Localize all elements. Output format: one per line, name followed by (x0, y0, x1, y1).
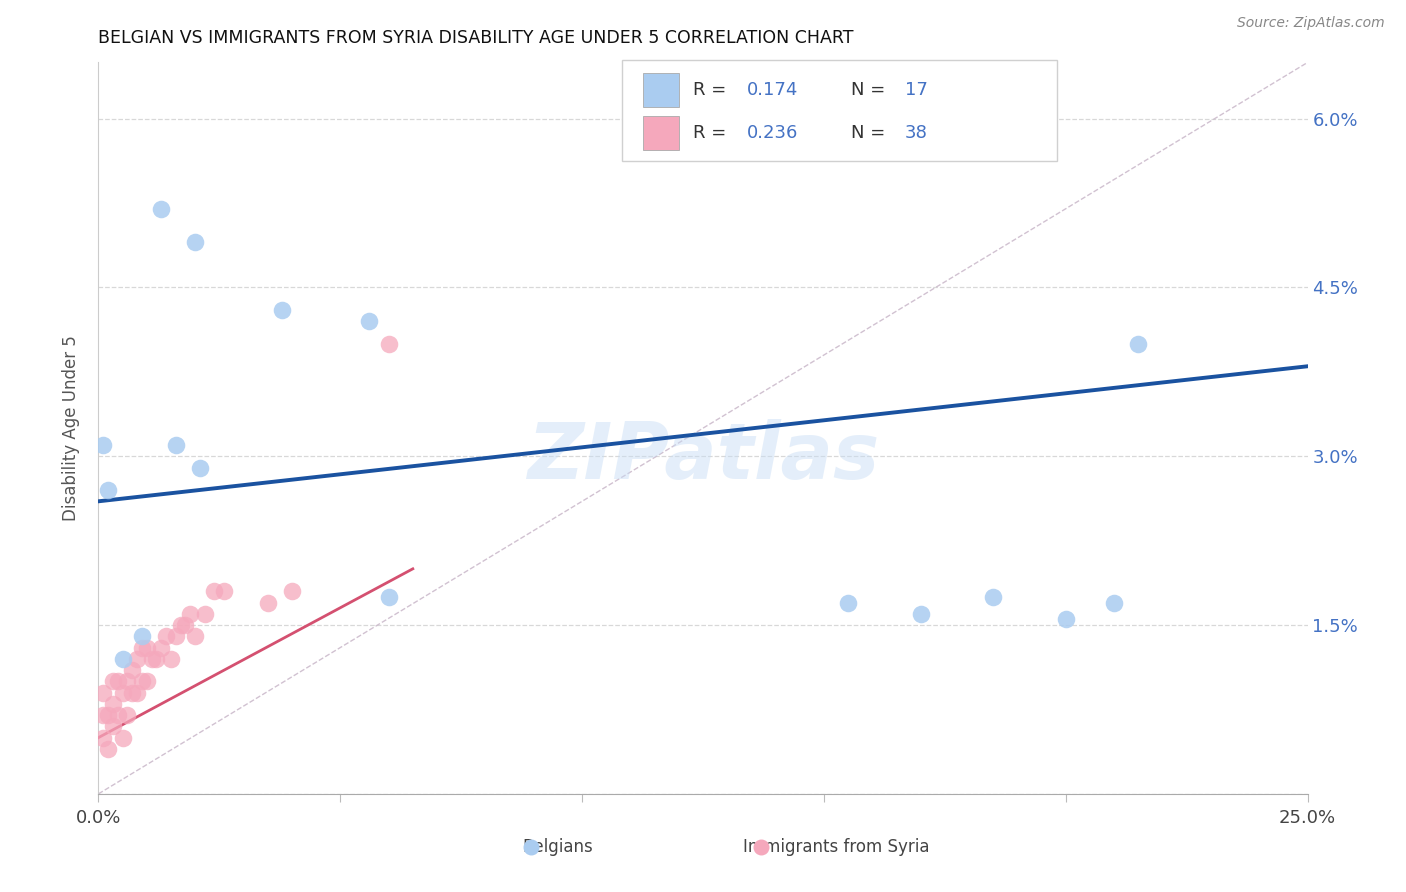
Text: N =: N = (851, 124, 890, 142)
Point (91, 731, 114, 745)
Point (141, 652, 163, 666)
Text: Belgians: Belgians (523, 838, 593, 855)
Text: 17: 17 (905, 81, 928, 99)
Point (117, 708, 139, 723)
Point (91, 708, 114, 723)
Point (111, 652, 134, 666)
Point (155, 629, 177, 643)
Point (97, 708, 120, 723)
Point (91, 685, 114, 699)
Point (111, 731, 134, 745)
Point (150, 202, 173, 216)
Point (377, 590, 399, 604)
FancyBboxPatch shape (643, 73, 679, 107)
Point (135, 674, 157, 689)
Point (131, 640, 153, 655)
Point (107, 674, 129, 689)
Point (117, 674, 139, 689)
Point (194, 607, 217, 621)
Point (97, 483, 120, 497)
Point (150, 640, 173, 655)
Text: ZIPatlas: ZIPatlas (527, 419, 879, 495)
Text: R =: R = (693, 124, 733, 142)
Point (145, 652, 167, 666)
Text: Immigrants from Syria: Immigrants from Syria (742, 838, 929, 855)
Point (271, 303, 294, 318)
FancyBboxPatch shape (643, 116, 679, 150)
Point (101, 719, 124, 733)
Point (256, 596, 278, 610)
Point (169, 618, 191, 632)
Text: 0.236: 0.236 (747, 124, 797, 142)
Point (1128, 336, 1150, 351)
Text: N =: N = (851, 81, 890, 99)
Point (121, 685, 143, 699)
Point (131, 629, 153, 643)
Point (165, 629, 187, 643)
Point (160, 652, 183, 666)
Text: BELGIAN VS IMMIGRANTS FROM SYRIA DISABILITY AGE UNDER 5 CORRELATION CHART: BELGIAN VS IMMIGRANTS FROM SYRIA DISABIL… (98, 29, 853, 47)
Point (101, 697, 124, 711)
Text: 0.174: 0.174 (747, 81, 797, 99)
Point (131, 674, 153, 689)
Point (281, 584, 304, 599)
Y-axis label: Disability Age Under 5: Disability Age Under 5 (62, 335, 80, 521)
Point (107, 708, 129, 723)
Point (1102, 596, 1125, 610)
Point (184, 629, 207, 643)
Point (165, 438, 187, 452)
Point (188, 460, 211, 475)
Text: R =: R = (693, 81, 733, 99)
Point (184, 235, 207, 250)
Point (101, 674, 124, 689)
FancyBboxPatch shape (621, 61, 1057, 161)
Point (910, 607, 932, 621)
Point (111, 685, 134, 699)
Point (121, 663, 143, 677)
Point (981, 590, 1004, 604)
Point (127, 685, 149, 699)
Text: 38: 38 (905, 124, 928, 142)
Point (135, 640, 157, 655)
Point (359, 314, 381, 328)
Point (212, 584, 235, 599)
Point (837, 596, 859, 610)
Point (1054, 612, 1077, 626)
Point (91, 438, 114, 452)
Text: Source: ZipAtlas.com: Source: ZipAtlas.com (1237, 16, 1385, 30)
Point (97, 742, 120, 756)
Point (377, 336, 399, 351)
Point (204, 584, 226, 599)
Point (174, 618, 197, 632)
Point (179, 607, 201, 621)
Point (127, 652, 149, 666)
